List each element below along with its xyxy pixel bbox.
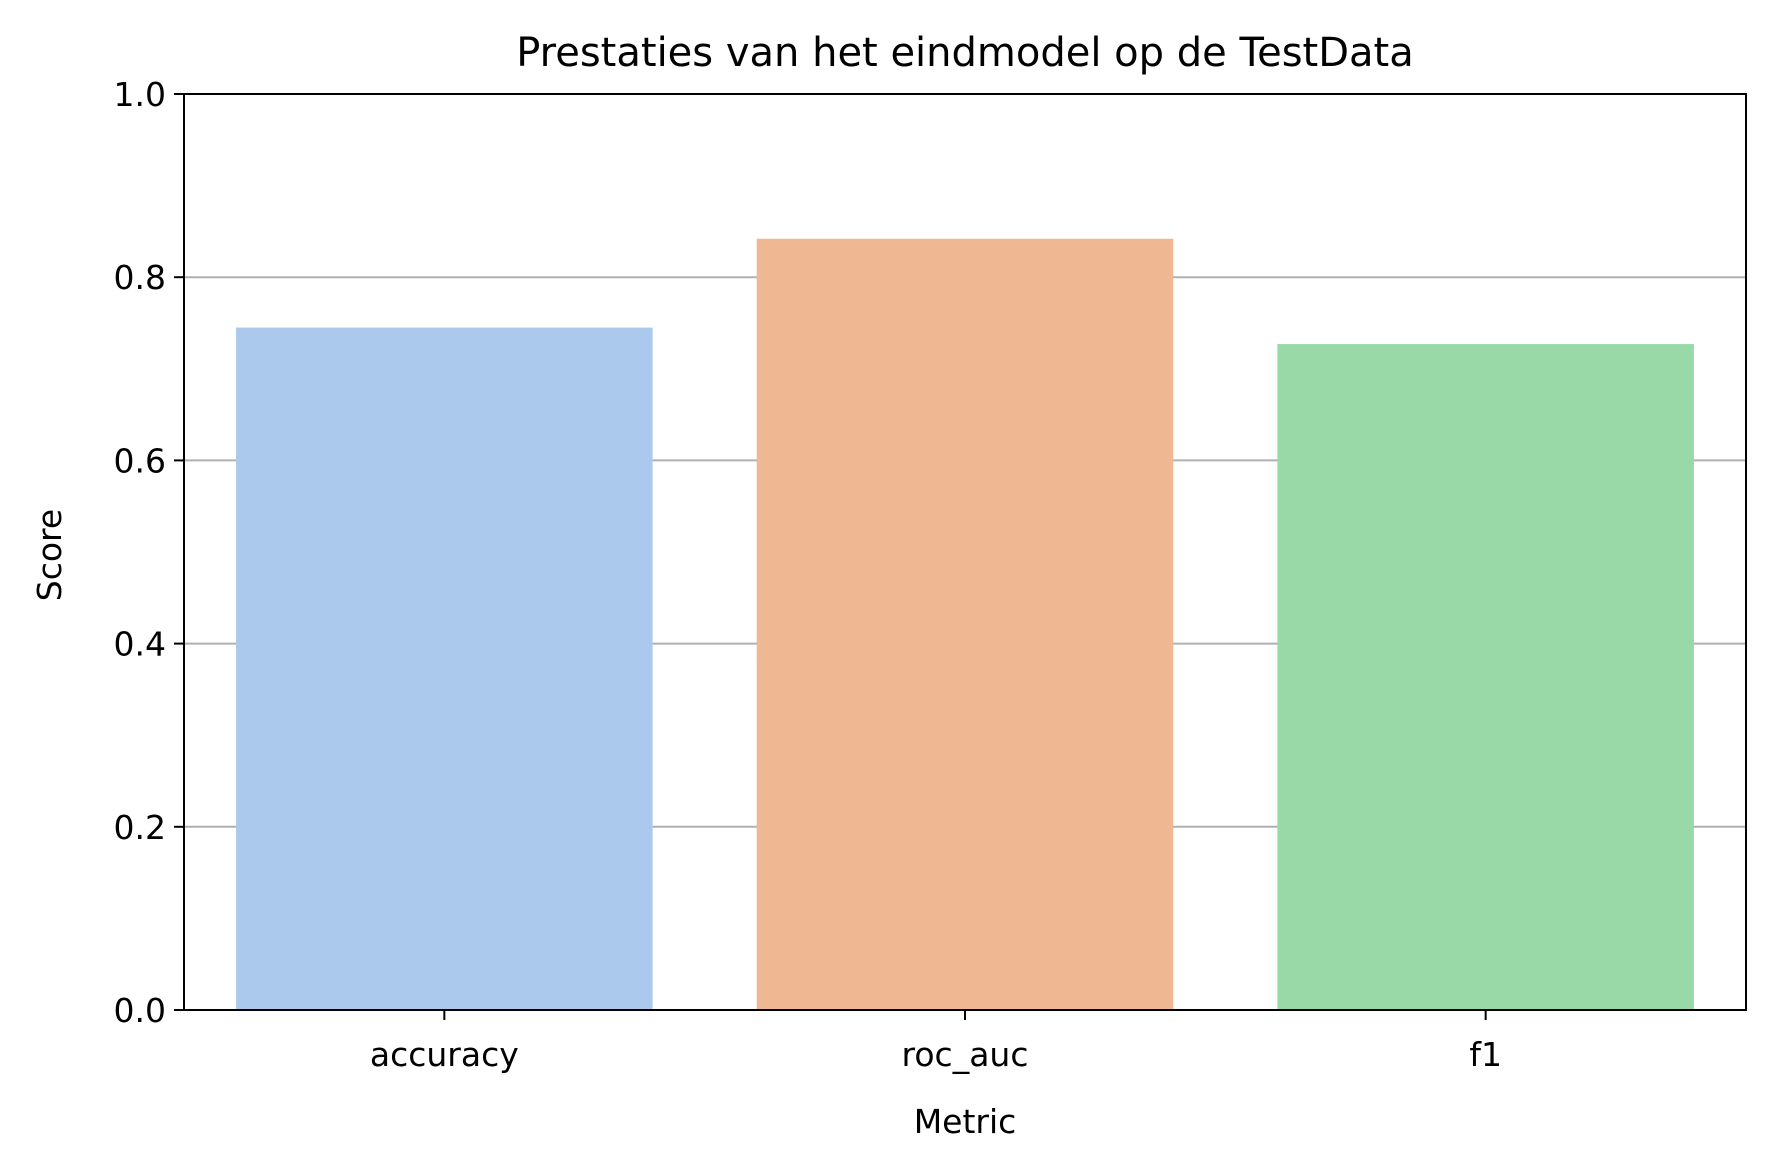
y-tick-label: 0.4 bbox=[114, 625, 166, 664]
bar-roc_auc bbox=[756, 238, 1174, 1010]
y-tick-label: 0.6 bbox=[114, 441, 166, 480]
y-tick-label: 0.0 bbox=[114, 991, 166, 1030]
x-axis-ticks: accuracy roc_auc f1 bbox=[370, 1010, 1502, 1074]
y-tick-label: 0.8 bbox=[114, 258, 166, 297]
chart-title: Prestaties van het eindmodel op de TestD… bbox=[516, 30, 1414, 76]
bar-f1 bbox=[1277, 344, 1694, 1010]
y-axis-label: Score bbox=[30, 509, 69, 601]
x-tick-label: accuracy bbox=[370, 1035, 519, 1074]
x-tick-label: f1 bbox=[1469, 1035, 1502, 1074]
bars bbox=[236, 238, 1694, 1011]
x-tick-label: roc_auc bbox=[902, 1035, 1029, 1074]
y-tick-label: 1.0 bbox=[114, 75, 166, 114]
bar-accuracy bbox=[236, 327, 653, 1011]
y-tick-label: 0.2 bbox=[114, 808, 166, 847]
x-axis-label: Metric bbox=[914, 1102, 1017, 1141]
y-axis-ticks: 0.0 0.2 0.4 0.6 0.8 1.0 bbox=[114, 75, 184, 1030]
